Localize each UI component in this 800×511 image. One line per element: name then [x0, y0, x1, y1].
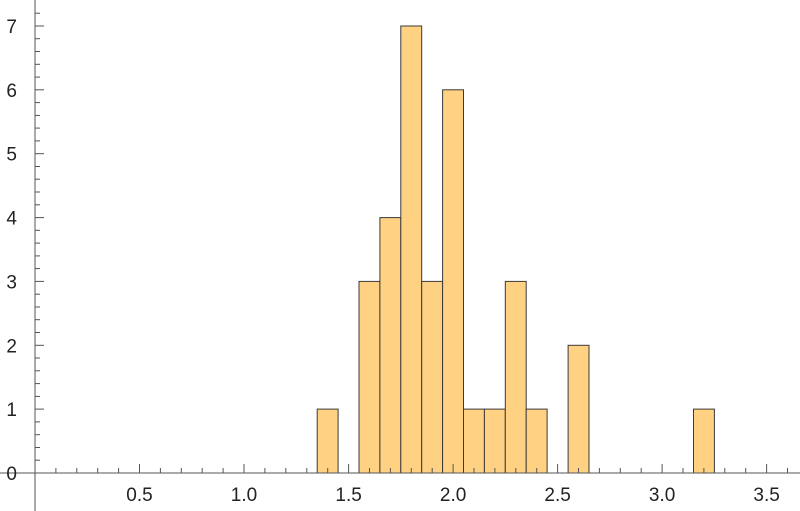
histogram-bar — [400, 25, 423, 474]
x-tick-label: 2.0 — [440, 485, 466, 506]
x-tick-label: 0.5 — [126, 485, 152, 506]
y-tick-label: 5 — [6, 145, 17, 166]
histogram-bar — [693, 408, 715, 474]
histogram-bar — [504, 280, 527, 474]
x-tick-label: 1.0 — [231, 485, 257, 506]
histogram-bar — [421, 280, 444, 474]
histogram-bar — [358, 280, 381, 474]
histogram-bar — [567, 344, 590, 474]
x-tick-label: 3.5 — [753, 485, 779, 506]
y-tick-label: 1 — [6, 400, 17, 421]
y-tick-label: 6 — [6, 81, 17, 102]
bars-group — [316, 25, 715, 474]
histogram-bar — [379, 217, 402, 474]
histogram-bar — [442, 89, 465, 474]
tick-labels-group: 0.5 1.0 1.5 2.0 2.5 3.0 3.5 0 1 2 3 4 5 6 7 — [6, 17, 779, 506]
ticks-group — [35, 12, 788, 473]
y-tick-label: 0 — [6, 464, 17, 485]
y-tick-label: 4 — [6, 209, 17, 230]
y-tick-label: 3 — [6, 272, 17, 293]
histogram-bar — [463, 408, 485, 474]
x-tick-label: 3.0 — [649, 485, 675, 506]
histogram-bar — [316, 408, 339, 474]
histogram-bar — [525, 408, 548, 474]
x-tick-label: 2.5 — [544, 485, 570, 506]
y-tick-label: 7 — [6, 17, 17, 38]
y-tick-label: 2 — [6, 336, 17, 357]
histogram-bar — [483, 408, 506, 474]
x-tick-label: 1.5 — [335, 485, 361, 506]
